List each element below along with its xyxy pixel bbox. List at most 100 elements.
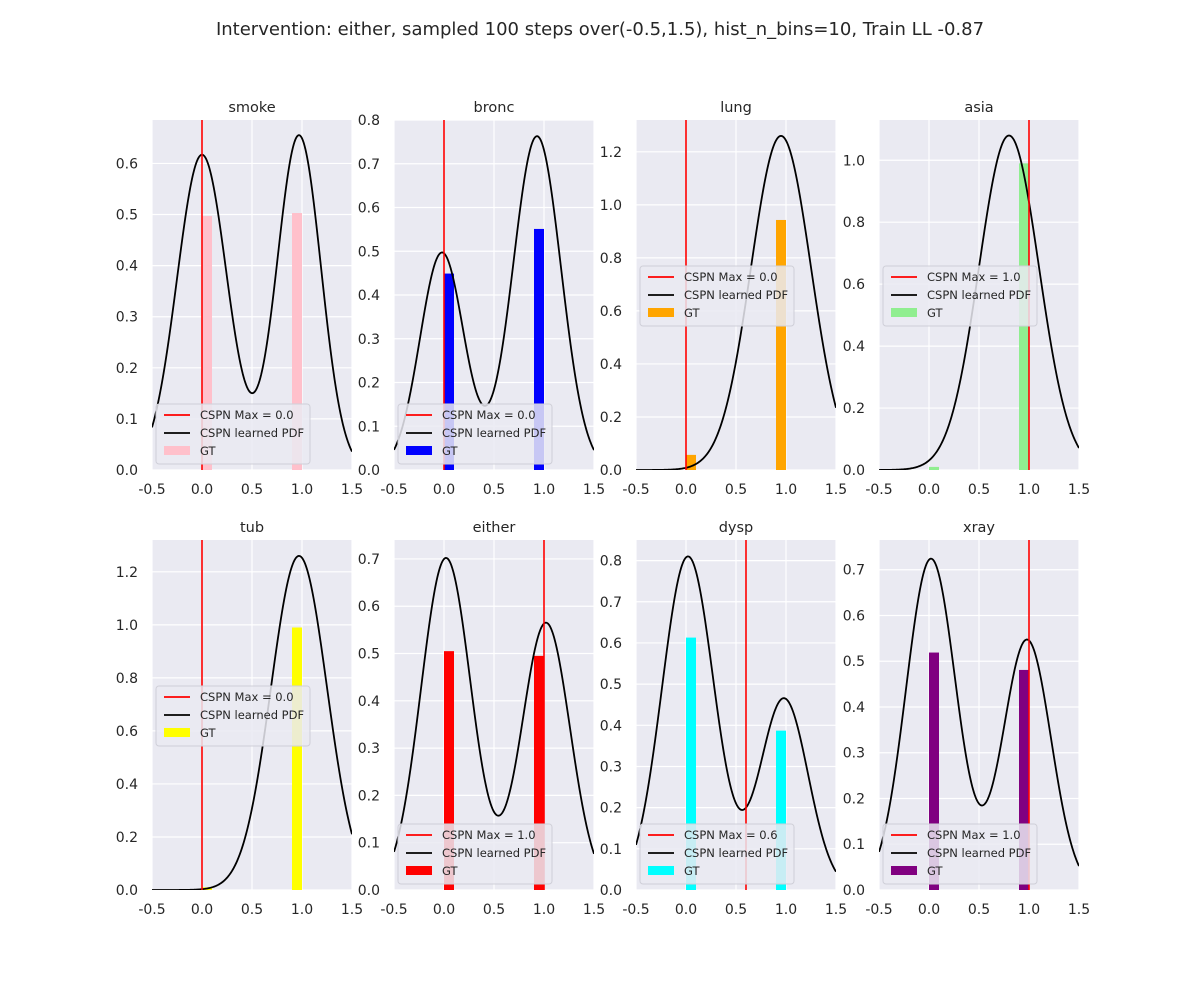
y-tick-label: 0.1: [843, 837, 865, 853]
legend-max-label: CSPN Max = 0.0: [442, 408, 536, 422]
x-tick-label: 1.5: [583, 902, 605, 918]
y-tick-label: 0.5: [116, 208, 138, 224]
x-tick-label: 1.5: [583, 482, 605, 498]
subplot-xray: xray-0.5 0.0 0.5 1.0 1.50.00.10.20.30.40.50.…: [843, 520, 1090, 918]
y-tick-label: 0.2: [843, 401, 865, 417]
x-tick-label: -0.5: [138, 902, 165, 918]
subplot-grid: smoke-0.5 0.0 0.5 1.0 1.50.00.10.20.30.40.50…: [116, 100, 1090, 918]
y-tick-label: 0.0: [843, 463, 865, 479]
y-tick-label: 1.0: [843, 153, 865, 169]
y-tick-label: 0.2: [600, 410, 622, 426]
subplot-title: bronc: [474, 100, 515, 116]
legend-pdf-label: CSPN learned PDF: [442, 846, 546, 860]
legend: CSPN Max = 0.0 CSPN learned PDF GT: [397, 403, 553, 465]
y-tick-label: 0.7: [358, 157, 380, 173]
y-tick-label: 0.1: [600, 842, 622, 858]
legend-gt-label: GT: [442, 864, 459, 878]
gt-bar-0: [202, 216, 212, 470]
y-tick-label: 0.4: [843, 339, 865, 355]
pdf-curve: [879, 557, 1079, 867]
gt-bar-1: [534, 655, 544, 890]
y-tick-label: 0.8: [843, 215, 865, 231]
legend-gt-swatch: [164, 728, 190, 737]
legend-max-label: CSPN Max = 0.0: [684, 270, 778, 284]
legend-pdf-label: CSPN learned PDF: [927, 846, 1031, 860]
x-tick-label: 0.5: [968, 902, 990, 918]
subplot-dysp: dysp-0.5 0.0 0.5 1.0 1.50.00.10.20.30.40.50.…: [600, 520, 847, 918]
x-tick-label: 1.0: [1018, 902, 1040, 918]
y-tick-label: 1.2: [600, 145, 622, 161]
legend-gt-swatch: [164, 446, 190, 455]
x-tick-label: 1.0: [291, 902, 313, 918]
legend-max-label: CSPN Max = 1.0: [927, 270, 1021, 284]
y-tick-label: 0.0: [843, 883, 865, 899]
x-tick-label: 0.5: [241, 902, 263, 918]
x-tick-label: 0.0: [918, 482, 940, 498]
legend-gt-swatch: [648, 308, 674, 317]
y-tick-label: 0.2: [358, 788, 380, 804]
legend: CSPN Max = 0.0 CSPN learned PDF GT: [155, 685, 311, 747]
x-tick-label: 1.5: [341, 482, 363, 498]
legend-pdf-label: CSPN learned PDF: [200, 426, 304, 440]
y-tick-label: 0.8: [600, 251, 622, 267]
y-tick-label: 0.0: [358, 463, 380, 479]
x-tick-label: 0.5: [725, 482, 747, 498]
legend: CSPN Max = 1.0 CSPN learned PDF GT: [882, 265, 1038, 327]
x-tick-label: -0.5: [622, 902, 649, 918]
y-tick-label: 0.6: [843, 608, 865, 624]
legend-box: [639, 265, 795, 327]
y-tick-label: 0.0: [358, 883, 380, 899]
gt-bar-1: [1019, 669, 1029, 890]
subplot-title: asia: [964, 100, 993, 116]
legend-gt-label: GT: [684, 306, 701, 320]
y-tick-label: 0.6: [116, 724, 138, 740]
legend-gt-swatch: [891, 866, 917, 875]
x-tick-label: 1.5: [1068, 482, 1090, 498]
gt-bar-0: [686, 454, 696, 470]
gt-bar-0: [929, 652, 939, 890]
gt-bar-0: [686, 637, 696, 890]
legend-pdf-label: CSPN learned PDF: [684, 288, 788, 302]
y-tick-label: 0.8: [358, 113, 380, 129]
x-tick-label: 1.0: [1018, 482, 1040, 498]
y-tick-label: 0.1: [116, 412, 138, 428]
x-tick-label: 1.0: [533, 902, 555, 918]
y-tick-label: 0.0: [600, 883, 622, 899]
subplot-title: tub: [240, 520, 264, 536]
x-tick-label: 0.5: [483, 902, 505, 918]
pdf-curve: [636, 134, 836, 470]
legend-max-label: CSPN Max = 1.0: [927, 828, 1021, 842]
legend-box: [882, 823, 1038, 885]
subplot-title: dysp: [719, 520, 754, 536]
y-tick-label: 0.2: [116, 830, 138, 846]
y-tick-label: 0.2: [600, 801, 622, 817]
x-tick-label: 0.0: [675, 482, 697, 498]
x-tick-label: 0.0: [433, 482, 455, 498]
x-tick-label: -0.5: [865, 902, 892, 918]
x-tick-label: -0.5: [622, 482, 649, 498]
y-tick-label: 0.5: [843, 654, 865, 670]
gt-bar-1: [776, 730, 786, 890]
legend: CSPN Max = 0.6 CSPN learned PDF GT: [639, 823, 795, 885]
legend: CSPN Max = 1.0 CSPN learned PDF GT: [397, 823, 553, 885]
y-tick-label: 0.8: [600, 554, 622, 570]
figure-title: Intervention: either, sampled 100 steps …: [216, 19, 984, 40]
x-tick-label: 0.5: [241, 482, 263, 498]
x-tick-label: 1.5: [341, 902, 363, 918]
y-tick-label: 0.4: [116, 777, 138, 793]
y-tick-label: 0.0: [600, 463, 622, 479]
legend-gt-label: GT: [927, 864, 944, 878]
x-tick-label: 0.5: [968, 482, 990, 498]
x-tick-label: 0.0: [433, 902, 455, 918]
gt-bar-1: [292, 212, 302, 470]
y-tick-label: 0.5: [358, 244, 380, 260]
legend-max-label: CSPN Max = 1.0: [442, 828, 536, 842]
y-tick-label: 0.4: [600, 718, 622, 734]
legend-gt-label: GT: [442, 444, 459, 458]
y-tick-label: 0.3: [358, 741, 380, 757]
legend-gt-label: GT: [200, 444, 217, 458]
y-tick-label: 0.2: [116, 361, 138, 377]
x-tick-label: 1.0: [533, 482, 555, 498]
